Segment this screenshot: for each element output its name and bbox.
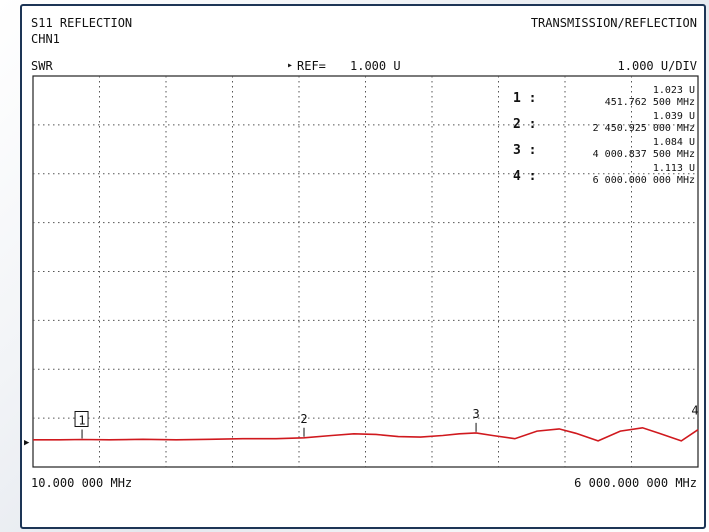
marker-2-number: 2 (300, 412, 307, 426)
marker-3-label: 3 : (513, 143, 536, 158)
marker-2-frequency: 2 450.925 000 MHz (593, 123, 695, 134)
marker-2-value: 1.039 U (653, 111, 695, 122)
mode-label: TRANSMISSION/REFLECTION (530, 16, 697, 30)
active-marker-box (74, 410, 89, 427)
marker-3-number: 3 (472, 407, 479, 421)
channel-label: CHN1 (31, 32, 60, 46)
marker-ticks: 1 2 3 4 (74, 404, 699, 439)
marker-4-label: 4 : (513, 169, 536, 184)
marker-1-label: 1 : (513, 91, 536, 106)
ref-value: 1.000 U (350, 59, 401, 73)
marker-1-frequency: 451.762 500 MHz (605, 97, 695, 108)
marker-4-value: 1.113 U (653, 163, 695, 174)
marker-4-number: 4 (691, 404, 698, 418)
graticule (33, 76, 698, 467)
start-frequency: 10.000 000 MHz (31, 476, 133, 490)
marker-1-number: 1 (78, 413, 85, 427)
marker-4-frequency: 6 000.000 000 MHz (593, 175, 695, 186)
marker-3-frequency: 4 000.837 500 MHz (593, 149, 695, 160)
analyzer-display (20, 4, 706, 529)
measurement-label: S11 REFLECTION (31, 16, 133, 30)
ref-label: REF= (297, 59, 326, 73)
ref-position-arrow-icon: ▶ (24, 438, 30, 448)
format-label: SWR (31, 59, 53, 73)
ref-arrow-icon: ▸ (287, 60, 294, 71)
scale-label: 1.000 U/DIV (617, 59, 697, 73)
marker-2-label: 2 : (513, 117, 536, 132)
stop-frequency: 6 000.000 000 MHz (574, 476, 697, 490)
swr-trace (33, 426, 699, 442)
marker-3-value: 1.084 U (653, 137, 695, 148)
marker-1-value: 1.023 U (653, 85, 695, 96)
